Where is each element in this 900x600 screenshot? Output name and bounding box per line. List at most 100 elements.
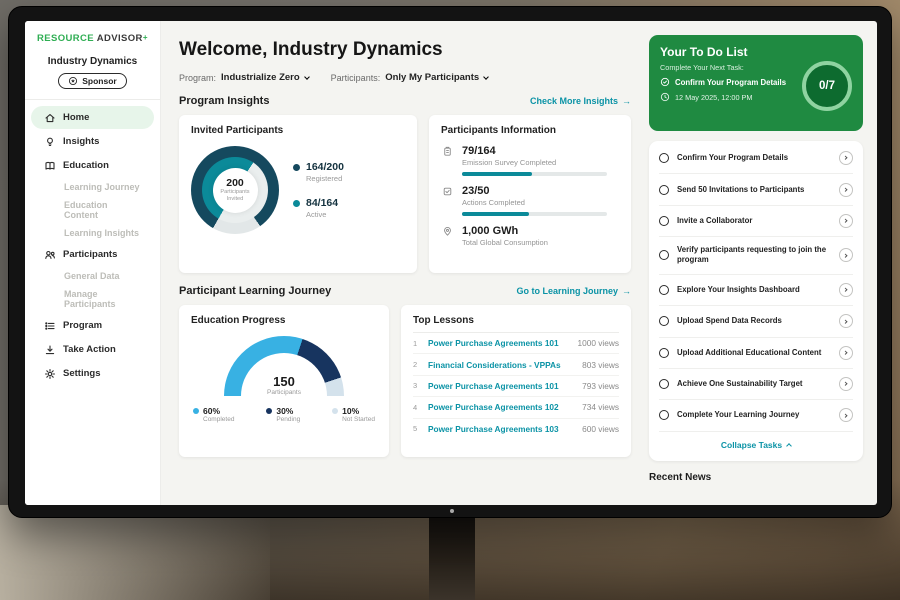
task-chevron-icon[interactable] bbox=[839, 248, 853, 263]
task-chevron-icon[interactable] bbox=[839, 282, 853, 297]
lesson-views: 803 views bbox=[582, 359, 619, 370]
sidebar-item-label: Settings bbox=[63, 368, 101, 379]
stat-emission-survey: 79/164 Emission Survey Completed bbox=[441, 145, 619, 176]
lesson-rank: 2 bbox=[413, 360, 418, 370]
sidebar-item-education[interactable]: Education bbox=[31, 154, 154, 177]
lesson-row[interactable]: 4 Power Purchase Agreements 102 734 view… bbox=[413, 397, 619, 419]
program-filter[interactable]: Program: Industrialize Zero bbox=[179, 72, 310, 83]
sidebar-item-settings[interactable]: Settings bbox=[31, 362, 154, 385]
task-checkbox[interactable] bbox=[659, 379, 669, 390]
lesson-row[interactable]: 1 Power Purchase Agreements 101 1000 vie… bbox=[413, 333, 619, 355]
todo-next-task: Confirm Your Program Details bbox=[675, 77, 787, 87]
sidebar-item-education-content[interactable]: Education Content bbox=[64, 200, 108, 220]
task-row[interactable]: Upload Spend Data Records bbox=[659, 306, 853, 338]
sidebar-item-insights[interactable]: Insights bbox=[31, 130, 154, 153]
legend-label: Pending bbox=[276, 416, 301, 423]
task-row[interactable]: Confirm Your Program Details bbox=[659, 143, 853, 175]
legend-not-started: 10% Not Started bbox=[332, 406, 375, 423]
task-checkbox[interactable] bbox=[659, 184, 669, 195]
legend-value: 60% bbox=[203, 406, 221, 416]
task-chevron-icon[interactable] bbox=[839, 408, 853, 423]
sponsor-badge-label: Sponsor bbox=[82, 76, 117, 86]
lesson-title-link[interactable]: Power Purchase Agreements 103 bbox=[428, 423, 559, 434]
award-icon bbox=[69, 76, 78, 86]
task-row[interactable]: Achieve One Sustainability Target bbox=[659, 369, 853, 401]
task-checkbox[interactable] bbox=[659, 410, 669, 421]
gauge-center-value: 150 bbox=[273, 374, 295, 389]
collapse-tasks-button[interactable]: Collapse Tasks bbox=[659, 432, 853, 459]
task-row[interactable]: Invite a Collaborator bbox=[659, 206, 853, 238]
logo-plus: + bbox=[142, 33, 148, 42]
chevron-down-icon bbox=[483, 73, 490, 80]
education-progress-card: Education Progress 150 Participants bbox=[179, 305, 389, 457]
logo-advisor: ADVISOR bbox=[96, 33, 143, 44]
lesson-views: 600 views bbox=[582, 423, 619, 434]
sidebar-item-home[interactable]: Home bbox=[31, 106, 154, 129]
participants-filter[interactable]: Participants: Only My Participants bbox=[331, 72, 490, 83]
sidebar-item-participants[interactable]: Participants bbox=[31, 243, 154, 266]
go-to-learning-journey-link[interactable]: Go to Learning Journey → bbox=[516, 286, 631, 296]
link-label: Go to Learning Journey bbox=[516, 286, 618, 296]
progress-bar bbox=[462, 212, 607, 216]
app-logo[interactable]: RESOURCE ADVISOR+ bbox=[25, 31, 160, 44]
lesson-rank: 5 bbox=[413, 424, 418, 434]
lesson-title-link[interactable]: Power Purchase Agreements 101 bbox=[428, 338, 559, 349]
task-checkbox[interactable] bbox=[659, 347, 669, 358]
book-icon bbox=[43, 159, 56, 172]
task-chevron-icon[interactable] bbox=[839, 182, 853, 197]
task-row[interactable]: Upload Additional Educational Content bbox=[659, 338, 853, 369]
sidebar-divider bbox=[25, 99, 160, 100]
stat-actions-completed: 23/50 Actions Completed bbox=[441, 185, 619, 216]
legend-label: Completed bbox=[203, 416, 235, 423]
dashboard-screen: RESOURCE ADVISOR+ Industry Dynamics Spon… bbox=[25, 21, 877, 505]
task-checkbox[interactable] bbox=[659, 215, 669, 226]
task-row[interactable]: Explore Your Insights Dashboard bbox=[659, 275, 853, 307]
task-chevron-icon[interactable] bbox=[839, 151, 853, 166]
task-checkbox[interactable] bbox=[659, 250, 669, 261]
stat-label: Emission Survey Completed bbox=[462, 158, 557, 167]
task-chevron-icon[interactable] bbox=[839, 345, 853, 360]
lesson-title-link[interactable]: Financial Considerations - VPPAs bbox=[428, 359, 561, 370]
lesson-rank: 4 bbox=[413, 402, 418, 412]
legend-active: 84/164 Active bbox=[293, 197, 344, 219]
sidebar-item-learning-insights[interactable]: Learning Insights bbox=[64, 228, 140, 238]
task-chevron-icon[interactable] bbox=[839, 213, 853, 228]
collapse-tasks-label: Collapse Tasks bbox=[720, 439, 783, 450]
task-checkbox[interactable] bbox=[659, 284, 669, 295]
sidebar-item-program[interactable]: Program bbox=[31, 314, 154, 337]
invited-participants-card: Invited Participants 200 Participants In… bbox=[179, 115, 417, 273]
task-label: Send 50 Invitations to Participants bbox=[677, 184, 805, 194]
list-icon bbox=[43, 319, 56, 332]
sponsor-badge[interactable]: Sponsor bbox=[58, 73, 127, 89]
lightbulb-icon bbox=[43, 135, 56, 148]
task-checkbox[interactable] bbox=[659, 316, 669, 327]
task-row[interactable]: Verify participants requesting to join t… bbox=[659, 237, 853, 275]
lesson-row[interactable]: 5 Power Purchase Agreements 103 600 view… bbox=[413, 419, 619, 439]
legend-completed: 60% Completed bbox=[193, 406, 234, 423]
task-checkbox[interactable] bbox=[659, 153, 669, 164]
lesson-row[interactable]: 3 Power Purchase Agreements 101 793 view… bbox=[413, 376, 619, 398]
task-label: Verify participants requesting to join t… bbox=[677, 245, 827, 265]
lesson-views: 734 views bbox=[582, 402, 619, 413]
task-row[interactable]: Send 50 Invitations to Participants bbox=[659, 174, 853, 206]
sidebar-item-take-action[interactable]: Take Action bbox=[31, 338, 154, 361]
legend-dot bbox=[293, 200, 300, 207]
participants-information-card: Participants Information 79/164 Emission… bbox=[429, 115, 631, 273]
check-more-insights-link[interactable]: Check More Insights → bbox=[530, 96, 631, 106]
program-filter-label: Program: bbox=[179, 72, 217, 83]
learning-journey-title: Participant Learning Journey bbox=[179, 285, 332, 297]
sidebar-item-manage-participants[interactable]: Manage Participants bbox=[64, 289, 116, 309]
lesson-title-link[interactable]: Power Purchase Agreements 101 bbox=[428, 380, 559, 391]
task-label: Achieve One Sustainability Target bbox=[677, 379, 803, 388]
gear-icon bbox=[43, 367, 56, 380]
task-chevron-icon[interactable] bbox=[839, 314, 853, 329]
lesson-row[interactable]: 2 Financial Considerations - VPPAs 803 v… bbox=[413, 354, 619, 376]
task-row[interactable]: Complete Your Learning Journey bbox=[659, 400, 853, 432]
education-progress-gauge-chart: 150 Participants bbox=[224, 336, 344, 396]
filters-bar: Program: Industrialize Zero Participants… bbox=[179, 72, 631, 83]
lesson-title-link[interactable]: Power Purchase Agreements 102 bbox=[428, 402, 559, 413]
task-chevron-icon[interactable] bbox=[839, 377, 853, 392]
sidebar-item-learning-journey[interactable]: Learning Journey bbox=[64, 182, 140, 192]
sidebar-item-general-data[interactable]: General Data bbox=[64, 271, 120, 281]
sidebar-item-label: Insights bbox=[63, 136, 100, 147]
